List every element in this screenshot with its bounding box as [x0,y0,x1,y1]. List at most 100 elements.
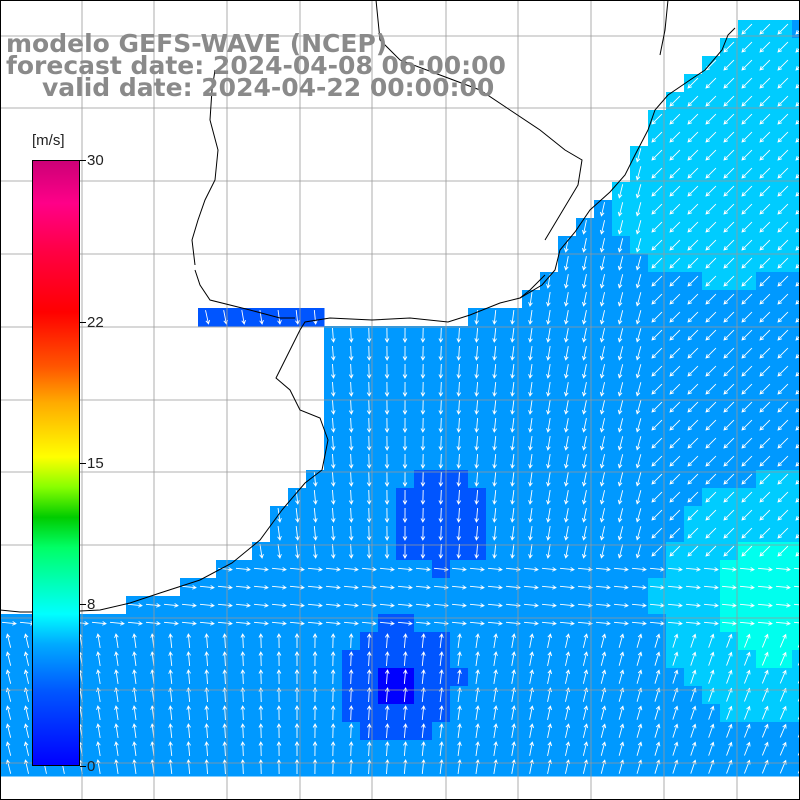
wind-arrow [474,327,479,343]
wind-arrow [379,567,395,572]
wind-arrow [759,455,771,467]
wind-arrow [761,651,769,666]
wind-arrow [617,238,624,253]
wind-arrow [258,669,264,685]
wind-arrow [599,436,606,451]
wind-speed-cell [792,524,800,543]
wind-arrow [669,239,681,251]
wind-arrow [581,310,587,325]
wind-arrow [240,633,246,649]
wind-arrow [384,525,390,541]
wind-arrow [366,723,372,739]
wind-arrow [493,705,498,720]
wind-speed-cell [792,236,800,255]
wind-arrow [723,185,735,197]
wind-arrow [795,335,800,341]
wind-arrow [723,149,735,161]
wind-arrow [651,185,663,197]
wind-arrow [793,603,800,606]
wind-arrow [687,131,699,143]
wind-arrow [795,389,800,395]
wind-arrow [744,705,751,720]
wind-speed-cell [792,92,800,111]
wind-arrow [529,633,534,648]
wind-arrow [705,383,717,395]
wind-arrow [617,454,624,469]
wind-arrow [379,621,395,626]
wind-arrow [635,256,642,271]
wind-arrow [366,327,372,343]
wind-arrow [636,723,643,738]
wind-arrow [703,621,719,626]
wind-arrow [617,184,624,199]
wind-arrow [708,723,715,738]
wind-arrow [438,417,444,433]
wind-arrow [690,669,697,684]
wind-arrow [313,489,318,505]
wind-arrow [726,723,733,738]
wind-arrow [366,741,372,757]
wind-arrow [777,527,789,539]
wind-arrow [565,651,571,666]
wind-arrow [723,419,735,431]
wind-arrow [777,59,789,71]
wind-arrow [617,346,624,361]
wind-arrow [384,489,390,505]
wind-arrow [779,705,787,720]
wind-arrow [617,292,624,307]
wind-arrow [793,567,800,570]
wind-arrow [687,347,699,359]
wind-arrow [384,543,390,559]
wind-arrow [577,585,593,590]
wind-arrow [181,621,197,626]
wind-arrow [741,437,753,449]
wind-arrow [669,329,681,341]
wind-arrow [599,454,606,469]
wind-arrow [617,364,624,379]
colorbar-tick [80,463,86,464]
wind-arrow [635,400,642,415]
wind-arrow [258,633,264,649]
wind-speed-cell [792,128,800,147]
wind-arrow [599,220,606,235]
wind-arrow [475,633,480,648]
wind-arrow [795,209,800,215]
wind-arrow [132,723,137,738]
wind-arrow [600,669,607,684]
wind-arrow [721,585,737,590]
wind-arrow [582,651,589,666]
wind-arrow [546,544,551,559]
wind-arrow [599,490,606,505]
wind-arrow [547,705,553,720]
wind-arrow [779,741,787,756]
wind-arrow [759,113,771,125]
wind-arrow [222,723,228,739]
wind-arrow [669,491,681,503]
wind-arrow [705,257,717,269]
wind-arrow [723,509,735,521]
wind-arrow [759,131,771,143]
wind-arrow [5,633,12,648]
wind-speed-cell [792,110,800,129]
wind-arrow [330,453,336,469]
wind-arrow [529,651,534,666]
wind-arrow [510,327,515,343]
wind-arrow [96,633,101,648]
wind-arrow [523,585,539,590]
wind-arrow [759,77,771,89]
wind-arrow [759,239,771,251]
wind-arrow [581,382,587,397]
wind-arrow [402,327,408,343]
wind-arrow [669,275,681,287]
wind-arrow [635,202,642,217]
wind-arrow [528,508,533,523]
wind-speed-cell [792,614,800,633]
wind-arrow [348,417,354,433]
wind-arrow [222,705,228,721]
rio-de-la-plata-coast [194,269,295,319]
wind-arrow [96,705,101,720]
wind-arrow [348,399,354,415]
wind-arrow [547,741,553,756]
wind-arrow [777,95,789,107]
wind-arrow [420,345,426,361]
